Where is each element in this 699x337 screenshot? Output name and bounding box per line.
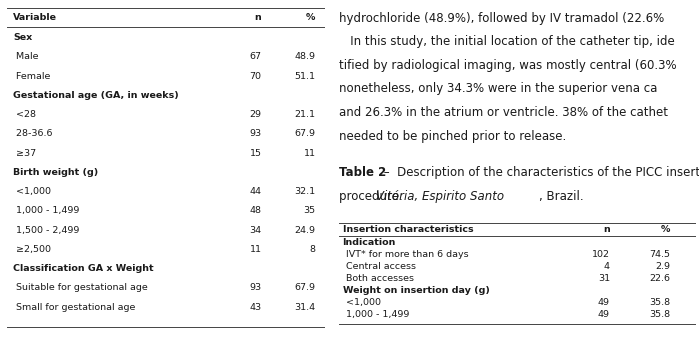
Text: 31: 31 [598, 274, 610, 283]
Text: 2.9: 2.9 [656, 262, 670, 271]
Text: 35.8: 35.8 [649, 298, 670, 307]
Text: IVT* for more than 6 days: IVT* for more than 6 days [343, 250, 468, 259]
Text: 35.8: 35.8 [649, 310, 670, 319]
Text: ≥2,500: ≥2,500 [13, 245, 51, 254]
Text: nonetheless, only 34.3% were in the superior vena ca: nonetheless, only 34.3% were in the supe… [339, 83, 657, 95]
Text: Central access: Central access [343, 262, 416, 271]
Text: 70: 70 [250, 71, 261, 81]
Text: 67: 67 [250, 52, 261, 61]
Text: 67.9: 67.9 [294, 129, 315, 138]
Text: Vitória, Espirito Santo: Vitória, Espirito Santo [377, 190, 505, 203]
Text: <1,000: <1,000 [13, 187, 51, 196]
Text: 11: 11 [303, 149, 315, 158]
Text: 49: 49 [598, 310, 610, 319]
Text: 24.9: 24.9 [294, 226, 315, 235]
Text: 28-36.6: 28-36.6 [13, 129, 53, 138]
Text: 93: 93 [250, 283, 261, 293]
Text: 93: 93 [250, 129, 261, 138]
Text: 1,000 - 1,499: 1,000 - 1,499 [343, 310, 409, 319]
Text: 35: 35 [303, 206, 315, 215]
Text: , Brazil.: , Brazil. [539, 190, 583, 203]
Text: Gestational age (GA, in weeks): Gestational age (GA, in weeks) [13, 91, 179, 100]
Text: %: % [661, 225, 670, 234]
Text: needed to be pinched prior to release.: needed to be pinched prior to release. [339, 130, 566, 143]
Text: Sex: Sex [13, 33, 33, 42]
Text: 4: 4 [604, 262, 610, 271]
Text: procedure.: procedure. [339, 190, 407, 203]
Text: 1,500 - 2,499: 1,500 - 2,499 [13, 226, 80, 235]
Text: 29: 29 [250, 110, 261, 119]
Text: 32.1: 32.1 [294, 187, 315, 196]
Text: and 26.3% in the atrium or ventricle. 38% of the cathet: and 26.3% in the atrium or ventricle. 38… [339, 106, 668, 119]
Text: n: n [254, 13, 261, 22]
Text: 15: 15 [250, 149, 261, 158]
Text: 44: 44 [250, 187, 261, 196]
Text: ≥37: ≥37 [13, 149, 36, 158]
Text: 48: 48 [250, 206, 261, 215]
Text: Small for gestational age: Small for gestational age [13, 303, 136, 312]
Text: Insertion characteristics: Insertion characteristics [343, 225, 473, 234]
Text: 21.1: 21.1 [294, 110, 315, 119]
Text: Classification GA x Weight: Classification GA x Weight [13, 264, 154, 273]
Text: Male: Male [13, 52, 39, 61]
Text: Table 2: Table 2 [339, 166, 387, 179]
Text: 11: 11 [250, 245, 261, 254]
Text: %: % [306, 13, 315, 22]
Text: Birth weight (g): Birth weight (g) [13, 168, 99, 177]
Text: 8: 8 [310, 245, 315, 254]
Text: Weight on insertion day (g): Weight on insertion day (g) [343, 286, 489, 295]
Text: –  Description of the characteristics of the PICC insertion: – Description of the characteristics of … [380, 166, 699, 179]
Text: 49: 49 [598, 298, 610, 307]
Text: 43: 43 [250, 303, 261, 312]
Text: <28: <28 [13, 110, 36, 119]
Text: Suitable for gestational age: Suitable for gestational age [13, 283, 148, 293]
Text: Variable: Variable [13, 13, 57, 22]
Text: <1,000: <1,000 [343, 298, 380, 307]
Text: 67.9: 67.9 [294, 283, 315, 293]
Text: In this study, the initial location of the catheter tip, ide: In this study, the initial location of t… [339, 35, 675, 48]
Text: 22.6: 22.6 [649, 274, 670, 283]
Text: 51.1: 51.1 [294, 71, 315, 81]
Text: 31.4: 31.4 [294, 303, 315, 312]
Text: 34: 34 [250, 226, 261, 235]
Text: tified by radiological imaging, was mostly central (60.3%: tified by radiological imaging, was most… [339, 59, 677, 72]
Text: 1,000 - 1,499: 1,000 - 1,499 [13, 206, 80, 215]
Text: Indication: Indication [343, 238, 396, 247]
Text: n: n [603, 225, 610, 234]
Text: 102: 102 [592, 250, 610, 259]
Text: Female: Female [13, 71, 51, 81]
Text: 48.9: 48.9 [294, 52, 315, 61]
Text: Both accesses: Both accesses [343, 274, 414, 283]
Text: 74.5: 74.5 [649, 250, 670, 259]
Text: hydrochloride (48.9%), followed by IV tramadol (22.6%: hydrochloride (48.9%), followed by IV tr… [339, 11, 664, 25]
